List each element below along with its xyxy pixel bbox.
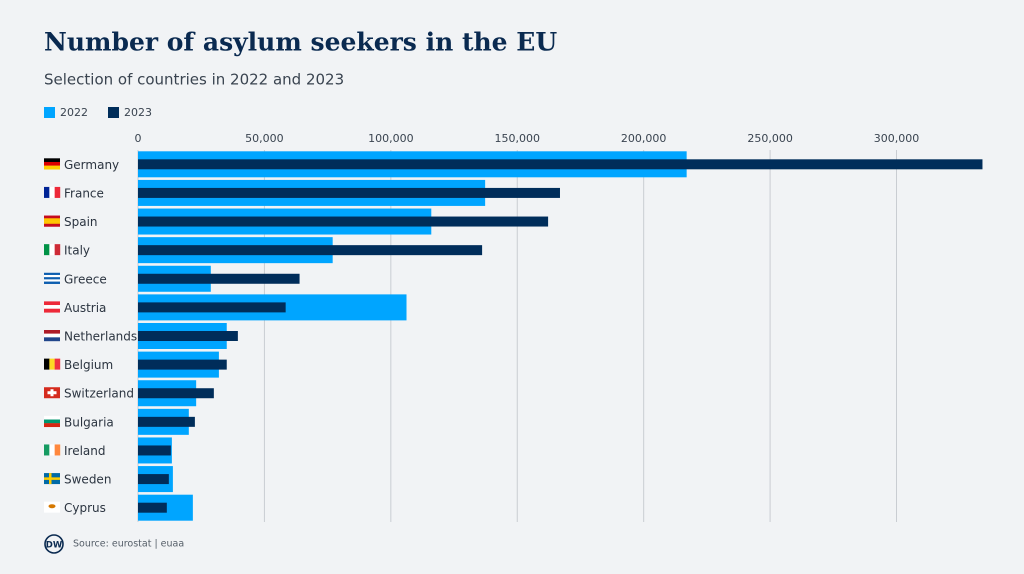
flag bbox=[49, 186, 55, 198]
x-tick-label: 250,000 bbox=[747, 132, 793, 145]
y-tick-label: Germany bbox=[64, 158, 119, 172]
flag bbox=[44, 444, 50, 456]
chart-subtitle: Selection of countries in 2022 and 2023 bbox=[44, 71, 344, 89]
flag bbox=[44, 186, 50, 198]
x-tick-label: 50,000 bbox=[245, 132, 284, 145]
legend-swatch bbox=[44, 107, 55, 118]
flag bbox=[54, 244, 61, 256]
y-tick-label: Netherlands bbox=[64, 330, 137, 344]
legend-swatch bbox=[108, 107, 119, 118]
flag bbox=[44, 308, 60, 313]
flag bbox=[44, 279, 60, 282]
source: Source: eurostat | euaa bbox=[73, 539, 184, 550]
flag bbox=[44, 281, 60, 284]
bars bbox=[138, 151, 983, 521]
bar bbox=[138, 388, 214, 399]
bar bbox=[138, 216, 549, 227]
flag bbox=[48, 504, 56, 509]
bar bbox=[138, 159, 983, 170]
flag bbox=[44, 244, 50, 256]
flag bbox=[49, 244, 55, 256]
y-tick-label: Austria bbox=[64, 301, 106, 315]
flag bbox=[44, 158, 60, 163]
flag bbox=[44, 221, 60, 224]
flag bbox=[44, 301, 60, 306]
chart-title: Number of asylum seekers in the EU bbox=[44, 28, 557, 57]
labels: 2022 2023 0 50,000 100,000 150,000 200,000 250,… bbox=[44, 106, 919, 515]
flag bbox=[44, 272, 60, 276]
x-tick-label: 150,000 bbox=[495, 132, 541, 145]
flag bbox=[49, 444, 55, 456]
bar bbox=[138, 245, 483, 256]
flag bbox=[44, 423, 60, 428]
flag bbox=[44, 223, 60, 227]
legend-label: 2022 bbox=[60, 106, 88, 119]
y-tick-label: Sweden bbox=[64, 473, 111, 487]
y-tick-label: Bulgaria bbox=[64, 415, 114, 429]
flag bbox=[44, 215, 60, 219]
logo: DW bbox=[46, 541, 63, 551]
bar bbox=[138, 359, 227, 370]
flag bbox=[54, 358, 61, 370]
flag bbox=[44, 358, 50, 370]
flag bbox=[49, 358, 55, 370]
flag bbox=[44, 415, 60, 420]
x-tick-label: 100,000 bbox=[368, 132, 414, 145]
legend-label: 2023 bbox=[124, 106, 152, 119]
x-tick-label: 200,000 bbox=[621, 132, 667, 145]
y-tick-label: Belgium bbox=[64, 358, 113, 372]
y-tick-label: Greece bbox=[64, 272, 107, 286]
flag bbox=[44, 333, 60, 338]
x-tick-label: 300,000 bbox=[874, 132, 920, 145]
bar bbox=[138, 502, 167, 513]
flag bbox=[44, 305, 60, 309]
y-tick-label: Ireland bbox=[64, 444, 106, 458]
flag bbox=[44, 419, 60, 424]
y-tick-label: France bbox=[64, 186, 104, 200]
flag bbox=[44, 277, 60, 280]
y-tick-label: Cyprus bbox=[64, 501, 106, 515]
flag bbox=[44, 477, 60, 480]
bar bbox=[138, 474, 169, 485]
y-tick-label: Switzerland bbox=[64, 387, 134, 401]
bar bbox=[138, 331, 238, 341]
x-tick-label: 0 bbox=[135, 132, 142, 145]
bar bbox=[138, 187, 560, 198]
bar bbox=[138, 302, 286, 313]
flag bbox=[44, 274, 60, 278]
flag bbox=[47, 391, 57, 395]
flag bbox=[44, 218, 60, 222]
flag bbox=[44, 161, 60, 166]
flag bbox=[54, 186, 61, 198]
flag bbox=[54, 444, 61, 456]
y-tick-label: Spain bbox=[64, 215, 98, 229]
flag bbox=[44, 337, 60, 342]
flag bbox=[44, 165, 60, 170]
bar bbox=[138, 273, 300, 284]
logo-ring bbox=[44, 534, 64, 554]
y-tick-label: Italy bbox=[64, 244, 90, 258]
flag bbox=[44, 330, 60, 334]
bar bbox=[138, 445, 171, 456]
bar bbox=[138, 416, 195, 427]
